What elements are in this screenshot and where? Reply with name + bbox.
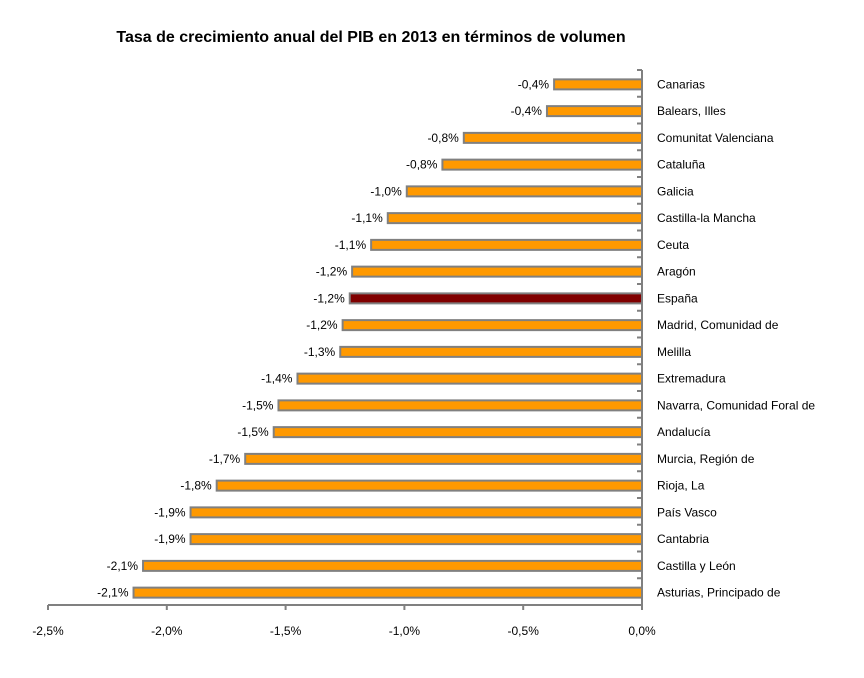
category-label: Balears, Illes: [657, 104, 726, 118]
bar: [553, 78, 644, 91]
category-label: Navarra, Comunidad Foral de: [657, 398, 815, 412]
data-label: -1,9%: [154, 505, 186, 519]
bar: [189, 533, 643, 546]
bar: [386, 212, 643, 225]
category-label: Rioja, La: [657, 479, 705, 493]
data-label: -1,2%: [316, 265, 348, 279]
data-label: -1,0%: [370, 184, 402, 198]
bar: [341, 319, 643, 332]
bar: [441, 158, 643, 171]
category-label: Castilla-la Mancha: [657, 211, 756, 225]
x-tick-label: -2,0%: [151, 624, 183, 638]
axes-layer: -2,5% -2,0% -1,5% -1,0% -0,5% 0,0%: [32, 69, 656, 638]
category-label: Canarias: [657, 77, 705, 91]
bar: [545, 105, 644, 118]
bars-layer: -0,4% Canarias -0,4% Balears, Illes -0,8% Com…: [97, 77, 815, 599]
category-label: Galicia: [657, 184, 694, 198]
data-label: -1,1%: [335, 238, 367, 252]
category-label: País Vasco: [657, 505, 717, 519]
category-label: Cataluña: [657, 158, 705, 172]
x-tick-label: -2,5%: [32, 624, 64, 638]
bar: [215, 479, 643, 492]
data-label: -1,2%: [306, 318, 338, 332]
category-label: Asturias, Principado de: [657, 586, 781, 600]
data-label: -1,8%: [180, 479, 212, 493]
bar: [462, 131, 643, 144]
bar: [244, 452, 643, 465]
data-label: -1,4%: [261, 372, 293, 386]
category-label: Murcia, Región de: [657, 452, 755, 466]
category-label: España: [657, 291, 698, 305]
data-label: -0,4%: [518, 77, 550, 91]
data-label: -2,1%: [107, 559, 139, 573]
bar: [142, 559, 643, 572]
data-label: -0,8%: [406, 158, 438, 172]
x-tick-label: 0,0%: [628, 624, 656, 638]
x-tick-label: -0,5%: [508, 624, 540, 638]
bar: [277, 399, 643, 412]
data-label: -1,1%: [351, 211, 383, 225]
category-label: Aragón: [657, 265, 696, 279]
bar: [370, 238, 643, 251]
bar-highlight: [348, 292, 643, 305]
bar: [405, 185, 643, 198]
chart-title: Tasa de crecimiento anual del PIB en 201…: [116, 29, 625, 46]
data-label: -1,2%: [313, 291, 345, 305]
data-label: -2,1%: [97, 586, 129, 600]
bar: [339, 345, 643, 358]
x-tick-label: -1,0%: [389, 624, 421, 638]
category-label: Extremadura: [657, 372, 726, 386]
category-label: Castilla y León: [657, 559, 736, 573]
bar: [272, 426, 643, 439]
data-label: -1,3%: [304, 345, 336, 359]
data-label: -1,7%: [209, 452, 241, 466]
x-tick-label: -1,5%: [270, 624, 302, 638]
bar: [296, 372, 643, 385]
data-label: -1,5%: [242, 398, 274, 412]
bar: [189, 506, 643, 519]
category-label: Madrid, Comunidad de: [657, 318, 779, 332]
data-label: -0,8%: [427, 131, 459, 145]
data-label: -0,4%: [511, 104, 543, 118]
category-label: Cantabria: [657, 532, 709, 546]
category-label: Ceuta: [657, 238, 689, 252]
data-label: -1,9%: [154, 532, 186, 546]
bar: [351, 265, 643, 278]
bar: [132, 586, 643, 599]
category-label: Comunitat Valenciana: [657, 131, 774, 145]
category-label: Melilla: [657, 345, 691, 359]
data-label: -1,5%: [237, 425, 269, 439]
category-label: Andalucía: [657, 425, 711, 439]
